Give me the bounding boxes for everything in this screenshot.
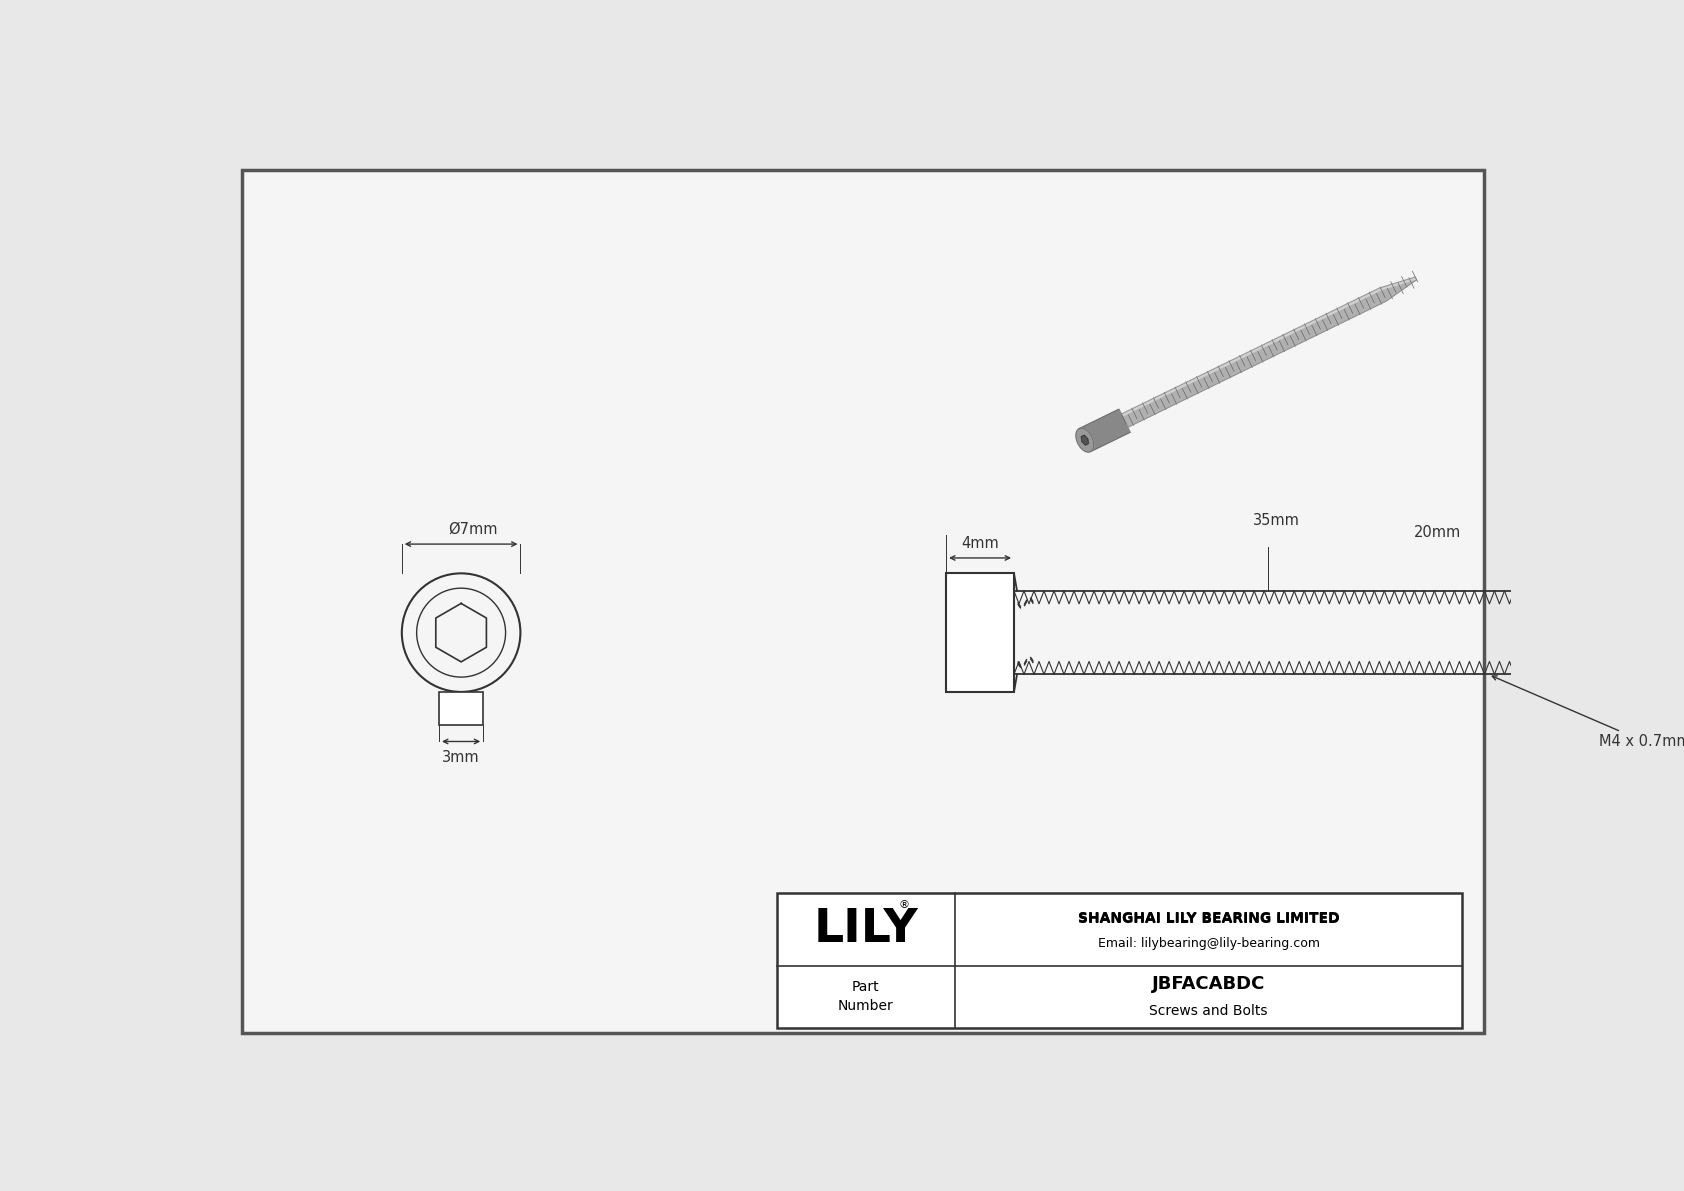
Text: 3mm: 3mm — [443, 750, 480, 765]
Bar — [946, 573, 1014, 692]
Text: 4mm: 4mm — [962, 536, 999, 551]
Polygon shape — [1076, 428, 1093, 453]
Text: SHANGHAI LILY BEARING LIMITED: SHANGHAI LILY BEARING LIMITED — [1078, 911, 1339, 925]
FancyBboxPatch shape — [242, 170, 1484, 1033]
Text: ®: ® — [898, 899, 909, 910]
Polygon shape — [1079, 410, 1130, 451]
Text: JBFACABDC: JBFACABDC — [1152, 974, 1265, 992]
Text: Email: lilybearing@lily-bearing.com: Email: lilybearing@lily-bearing.com — [1098, 936, 1320, 949]
Text: LILY: LILY — [813, 906, 918, 952]
Polygon shape — [1081, 435, 1088, 445]
Text: 20mm: 20mm — [1415, 525, 1462, 541]
Bar — [440, 692, 483, 724]
Text: Ø7mm: Ø7mm — [448, 522, 497, 537]
Text: SHANGHAI LILY BEARING LIMITED: SHANGHAI LILY BEARING LIMITED — [1078, 911, 1339, 925]
Polygon shape — [1122, 278, 1416, 416]
Polygon shape — [1122, 278, 1416, 428]
Text: M4 x 0.7mm: M4 x 0.7mm — [1492, 675, 1684, 749]
Bar — [776, 893, 1462, 1028]
Text: Part
Number: Part Number — [839, 980, 894, 1012]
Text: Screws and Bolts: Screws and Bolts — [1148, 1004, 1268, 1017]
Text: 35mm: 35mm — [1253, 513, 1300, 528]
